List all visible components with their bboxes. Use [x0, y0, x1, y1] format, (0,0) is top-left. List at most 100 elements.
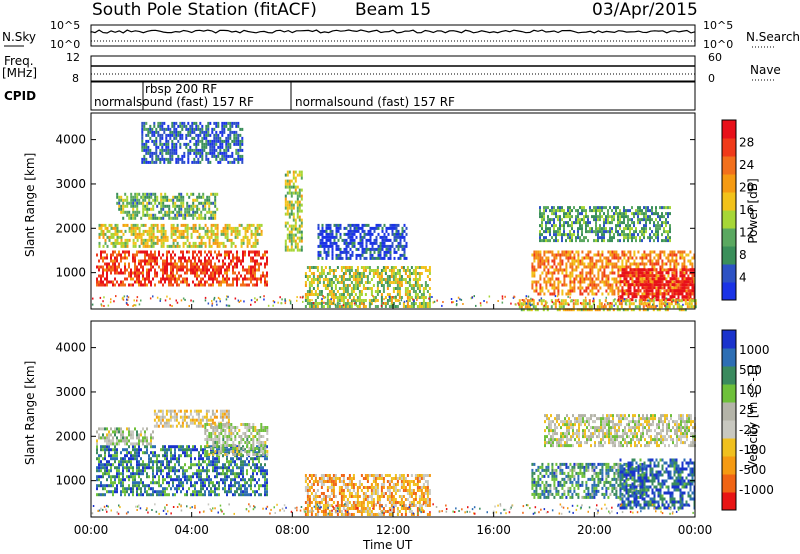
heatmap-cell — [378, 278, 381, 281]
heatmap-cell — [617, 233, 619, 237]
heatmap-cell — [541, 227, 543, 231]
heatmap-cell — [226, 277, 228, 281]
heatmap-cell — [191, 124, 194, 128]
heatmap-cell — [665, 268, 668, 272]
heatmap-cell — [300, 170, 303, 174]
heatmap-cell — [675, 265, 678, 269]
noise-cell — [136, 299, 138, 302]
heatmap-cell — [331, 244, 334, 248]
noise-cell — [219, 300, 221, 303]
noise-cell — [452, 301, 455, 304]
heatmap-cell — [144, 223, 147, 227]
heatmap-cell — [174, 262, 176, 266]
heatmap-cell — [593, 218, 595, 222]
heatmap-cell — [173, 145, 176, 149]
heatmap-cell — [414, 266, 417, 269]
heatmap-cell — [110, 481, 112, 485]
heatmap-cell — [576, 302, 579, 306]
heatmap-cell — [613, 250, 616, 254]
heatmap-cell — [214, 192, 217, 196]
heatmap-cell — [136, 235, 139, 239]
heatmap-cell — [266, 259, 268, 263]
heatmap-cell — [543, 250, 546, 254]
heatmap-cell — [645, 277, 648, 281]
heatmap-cell — [647, 253, 650, 257]
heatmap-cell — [140, 265, 142, 269]
heatmap-cell — [147, 127, 150, 131]
heatmap-cell — [122, 490, 124, 494]
heatmap-cell — [218, 280, 220, 284]
heatmap-cell — [138, 226, 141, 230]
heatmap-cell — [406, 275, 409, 278]
heatmap-cell — [142, 244, 145, 248]
heatmap-cell — [112, 253, 114, 257]
heatmap-cell — [649, 283, 652, 287]
heatmap-cell — [126, 204, 129, 208]
heatmap-cell — [576, 308, 579, 312]
heatmap-cell — [593, 286, 596, 290]
heatmap-cell — [304, 296, 307, 299]
heatmap-cell — [350, 266, 353, 269]
heatmap-cell — [605, 215, 607, 219]
heatmap-cell — [595, 224, 597, 228]
heatmap-cell — [193, 130, 196, 134]
heatmap-cell — [100, 475, 102, 479]
heatmap-cell — [683, 289, 686, 293]
heatmap-cell — [561, 292, 564, 296]
heatmap-cell — [537, 280, 540, 284]
heatmap-cell — [389, 223, 392, 227]
heatmap-cell — [579, 292, 582, 296]
heatmap-cell — [339, 256, 342, 260]
heatmap-cell — [158, 210, 161, 214]
heatmap-cell — [673, 259, 676, 263]
heatmap-cell — [147, 145, 150, 149]
heatmap-cell — [292, 170, 295, 174]
heatmap-cell — [595, 265, 598, 269]
heatmap-cell — [161, 145, 164, 149]
heatmap-cell — [163, 142, 166, 146]
heatmap-cell — [376, 266, 379, 269]
heatmap-cell — [205, 130, 208, 134]
noise-cell — [579, 302, 582, 305]
heatmap-cell — [294, 185, 297, 189]
heatmap-cell — [112, 232, 115, 236]
heatmap-cell — [585, 209, 587, 213]
heatmap-cell — [122, 256, 124, 260]
heatmap-cell — [100, 253, 102, 257]
heatmap-cell — [192, 256, 194, 260]
heatmap-cell — [396, 278, 399, 281]
heatmap-cell — [540, 299, 543, 303]
heatmap-cell — [609, 259, 612, 263]
heatmap-cell — [663, 250, 666, 254]
heatmap-cell — [130, 229, 133, 233]
noise-cell — [648, 303, 650, 306]
heatmap-cell — [266, 271, 268, 275]
heatmap-cell — [160, 229, 163, 233]
heatmap-cell — [334, 269, 337, 272]
heatmap-cell — [194, 204, 197, 208]
heatmap-cell — [186, 283, 188, 287]
heatmap-cell — [320, 269, 323, 272]
heatmap-cell — [389, 244, 392, 248]
noise-cell — [351, 300, 353, 303]
heatmap-cell — [565, 221, 567, 225]
heatmap-cell — [128, 271, 130, 275]
heatmap-cell — [557, 233, 559, 237]
heatmap-cell — [118, 235, 121, 239]
heatmap-cell — [206, 253, 208, 257]
heatmap-cell — [126, 223, 129, 227]
heatmap-cell — [212, 265, 214, 269]
heatmap-cell — [551, 283, 554, 287]
heatmap-cell — [184, 226, 187, 230]
heatmap-cell — [242, 235, 245, 239]
heatmap-cell — [212, 223, 215, 227]
heatmap-cell — [353, 232, 356, 236]
heatmap-cell — [296, 206, 299, 210]
heatmap-cell — [206, 265, 208, 269]
heatmap-cell — [306, 293, 309, 296]
heatmap-cell — [199, 139, 202, 143]
heatmap-cell — [649, 227, 651, 231]
heatmap-cell — [613, 265, 616, 269]
heatmap-cell — [584, 305, 587, 309]
heatmap-cell — [563, 268, 566, 272]
